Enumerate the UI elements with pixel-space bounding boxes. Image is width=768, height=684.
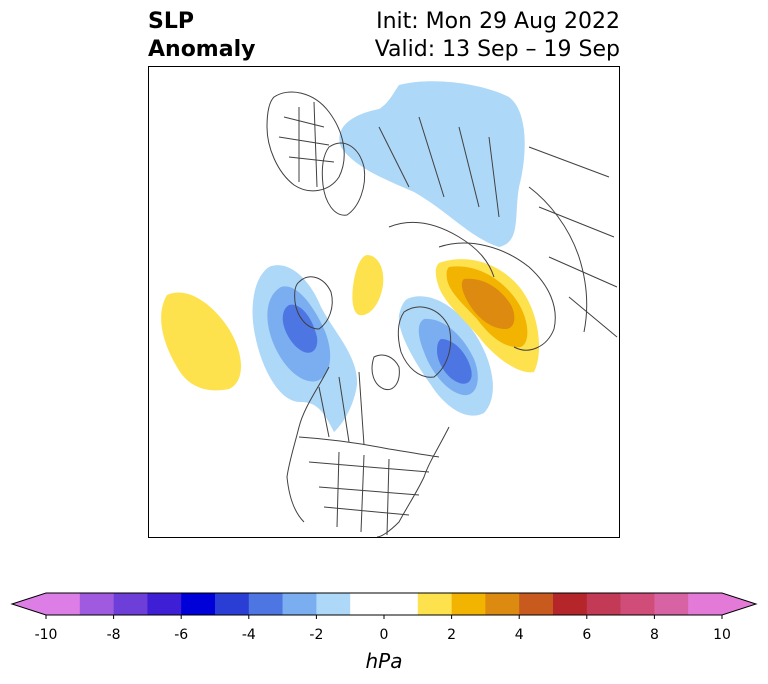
map-panel — [148, 66, 620, 538]
colorbar-segment — [350, 593, 419, 615]
border-asia-countries — [528, 146, 618, 338]
colorbar-segment — [248, 593, 283, 615]
colorbar-tick-label: -4 — [242, 627, 256, 643]
anomaly-negative-europe-russia — [339, 81, 525, 247]
anomaly-negative-atlantic-core — [437, 339, 472, 384]
colorbar-segment — [181, 593, 216, 615]
colorbar-segment — [485, 593, 520, 615]
colorbar-segment — [586, 593, 621, 615]
coastline-east-asia — [528, 186, 588, 333]
colorbar-tick-label: 0 — [380, 627, 389, 643]
border-europe-countries — [278, 101, 335, 188]
colorbar-extend-high — [722, 593, 756, 615]
colorbar-segment — [147, 593, 182, 615]
colorbar-tick-label: -6 — [174, 627, 188, 643]
init-date: Init: Mon 29 Aug 2022 — [376, 9, 620, 34]
colorbar-tick-label: -10 — [35, 627, 58, 643]
coastline-north-america-west — [286, 366, 330, 523]
polar-map — [161, 81, 618, 537]
colorbar-unit-label: hPa — [366, 649, 403, 673]
coastlines-and-borders — [266, 91, 618, 537]
anomaly-positive-arctic — [352, 255, 384, 316]
colorbar-segment — [417, 593, 452, 615]
colorbar: -10 -8 -6 -4 -2 0 2 4 6 8 10 hPa — [10, 592, 758, 673]
coastline-siberia — [438, 242, 556, 351]
border-russia-regions — [378, 116, 500, 218]
coastline-arctic-russia — [388, 221, 495, 278]
colorbar-tick-label: -8 — [107, 627, 121, 643]
colorbar-segment — [113, 593, 148, 615]
colorbar-segment — [654, 593, 689, 615]
colorbar-tick-label: -2 — [309, 627, 323, 643]
anomaly-negative-pacific-core — [282, 304, 318, 353]
anomaly-positive-siberia-core — [461, 278, 515, 329]
colorbar-ticks: -10 -8 -6 -4 -2 0 2 4 6 8 10 — [35, 615, 731, 643]
border-usa-canada — [298, 436, 440, 458]
colorbar-segment — [79, 593, 114, 615]
border-us-states — [308, 451, 430, 536]
title-quantity: Anomaly — [148, 37, 256, 62]
anomaly-positive-pacific — [161, 292, 241, 391]
colorbar-segment — [316, 593, 351, 615]
colorbar-segment — [282, 593, 317, 615]
colorbar-tick-label: 6 — [582, 627, 591, 643]
coastline-scandinavia — [321, 142, 366, 216]
colorbar-tick-label: 8 — [650, 627, 659, 643]
colorbar-segment — [688, 593, 723, 615]
colorbar-segment — [215, 593, 250, 615]
colorbar-segment — [553, 593, 588, 615]
title-variable: SLP — [148, 9, 194, 34]
coastline-hudson-bay — [371, 354, 400, 391]
colorbar-segment — [519, 593, 554, 615]
colorbar-tick-label: 2 — [447, 627, 456, 643]
colorbar-segment — [46, 593, 81, 615]
colorbar-segments — [46, 593, 723, 615]
coastline-greenland — [397, 306, 452, 378]
map-title: SLP Anomaly — [148, 8, 255, 64]
valid-range: Valid: 13 Sep – 19 Sep — [374, 37, 620, 62]
colorbar-segment — [620, 593, 655, 615]
colorbar-segment — [451, 593, 486, 615]
border-canada-provinces — [318, 371, 365, 446]
coastline-europe — [266, 91, 345, 192]
coastline-north-america-east — [376, 426, 450, 537]
coastline-alaska — [294, 276, 333, 330]
colorbar-extend-low — [12, 593, 46, 615]
colorbar-tick-label: 4 — [515, 627, 524, 643]
map-dates: Init: Mon 29 Aug 2022 Valid: 13 Sep – 19… — [375, 8, 620, 64]
colorbar-tick-label: 10 — [713, 627, 731, 643]
